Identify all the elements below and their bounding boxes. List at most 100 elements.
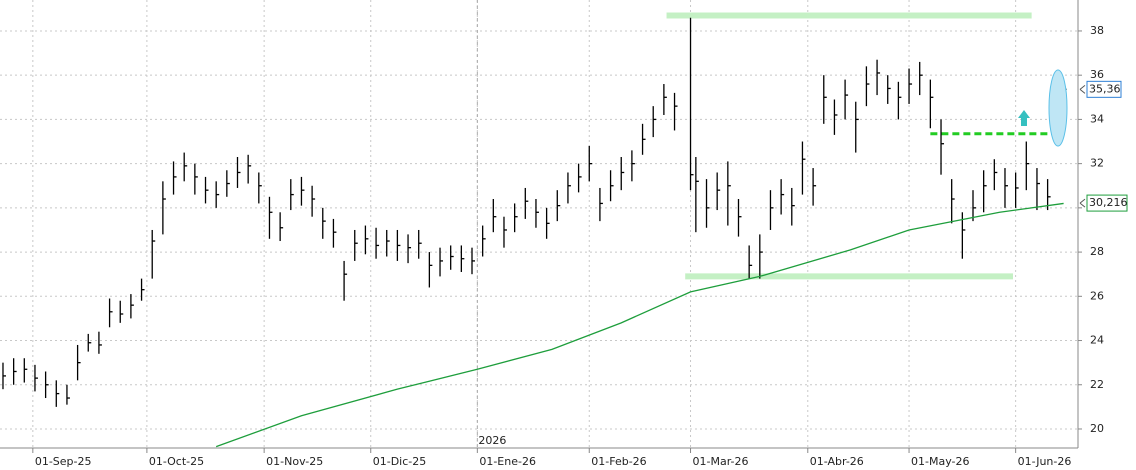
price-bar [151,229,156,279]
y-tick-label: 20 [1090,422,1104,435]
price-bar [2,362,6,390]
price-bar [375,227,380,259]
x-tick-label: 01-Oct-25 [149,455,204,468]
up-arrow [1018,110,1030,126]
price-bar [609,170,614,202]
price-bar [364,225,369,255]
price-bar [12,358,17,385]
x-tick-label: 01-Ene-26 [479,455,536,468]
price-bar [951,179,955,224]
price-bar [236,156,241,188]
price-bar [119,300,124,323]
price-bar [162,181,166,235]
price-bar [215,181,220,208]
x-tick-label: 01-Dic-25 [373,455,427,468]
price-bar [247,154,252,184]
price-bar [407,234,412,264]
y-tick-label: 28 [1090,245,1104,258]
price-bar [545,207,550,239]
price-bar [1014,172,1019,208]
price-bar [972,190,977,222]
price-bar [748,245,753,279]
price-bar [290,179,294,211]
price-bar [396,229,401,261]
x-tick-label: 01-Mar-26 [693,455,749,468]
price-bar [919,61,923,96]
price-bar [577,163,582,193]
y-tick-label: 24 [1090,334,1104,347]
price-bar [428,252,433,288]
price-bar [322,207,326,239]
price-label: 35,36 [1089,82,1121,95]
price-bar [887,75,891,104]
price-bar [705,179,710,228]
price-bar [1036,168,1040,211]
price-bar [833,99,838,135]
price-bar [737,199,742,237]
price-bar [386,229,390,257]
price-bar [812,168,817,206]
x-tick-label: 01-Sep-25 [35,455,92,468]
x-tick-label: 01-Abr-26 [810,455,864,468]
price-bar [652,106,657,138]
price-bar [567,172,571,204]
price-bar [130,294,134,319]
price-bar [631,150,635,182]
price-pointer [1079,198,1086,208]
price-bar [780,179,785,215]
price-bar [300,176,305,206]
price-bar [695,156,699,233]
y-tick-label: 38 [1090,24,1104,37]
price-bar [194,163,198,195]
price-bar [450,245,454,270]
price-label: 30,216 [1089,196,1128,209]
price-bar [823,75,827,124]
price-bar [172,161,177,195]
price-bar [439,247,444,277]
price-bar [34,364,38,392]
price-bar [983,170,987,213]
price-bar [98,331,102,354]
price-bar [588,145,593,182]
price-bar [855,101,859,153]
price-bar [204,176,209,204]
price-bar [140,278,145,301]
price-bar [471,247,476,275]
price-pointer [1079,84,1086,94]
price-bar [332,218,337,248]
price-bar [1004,168,1008,208]
price-bar [897,81,902,120]
price-bar [311,185,316,217]
price-bar [226,170,230,197]
price-bar [876,59,881,96]
price-bar [492,199,497,233]
year-label: 2026 [478,434,506,447]
x-tick-label: 01-May-26 [911,455,969,468]
price-bar [66,384,70,405]
price-label-box [1086,80,1122,98]
price-bar [87,333,92,352]
moving-average [215,202,1064,448]
price-bar [482,225,486,257]
price-bar [513,203,518,233]
price-bar [1025,141,1030,191]
price-bar [268,196,273,239]
highlight-ellipse [1048,69,1068,147]
price-bar [716,172,721,211]
y-tick-label: 32 [1090,157,1104,170]
y-tick-label: 26 [1090,289,1104,302]
price-bar [929,79,934,129]
price-bar [908,68,913,104]
price-bar [418,229,422,259]
price-bar [354,229,358,261]
price-bar [503,216,507,248]
price-bar [865,66,870,107]
x-tick-label: 01-Jun-26 [1018,455,1072,468]
price-bar [689,17,694,191]
y-tick-label: 22 [1090,378,1104,391]
price-bar [844,79,849,120]
price-bar [791,187,795,226]
price-bar [524,187,529,219]
price-bar [55,380,60,407]
